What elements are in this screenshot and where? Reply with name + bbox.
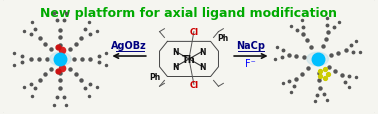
Text: Ph: Ph [218, 34, 229, 43]
Text: Ph: Ph [149, 72, 160, 81]
Text: Cl: Cl [189, 80, 198, 89]
Text: N: N [200, 63, 206, 72]
Text: N: N [172, 47, 178, 56]
Text: N: N [172, 63, 178, 72]
Text: New platform for axial ligand modification: New platform for axial ligand modificati… [40, 6, 338, 19]
Text: Th: Th [182, 54, 196, 64]
Text: NaCp: NaCp [236, 41, 265, 51]
FancyArrowPatch shape [114, 54, 146, 59]
Text: AgOBz: AgOBz [111, 41, 147, 51]
Text: Cl: Cl [189, 28, 198, 37]
Text: N: N [200, 47, 206, 56]
Text: F⁻: F⁻ [245, 58, 256, 68]
FancyArrowPatch shape [234, 54, 266, 59]
Polygon shape [50, 53, 71, 66]
Polygon shape [307, 53, 328, 66]
